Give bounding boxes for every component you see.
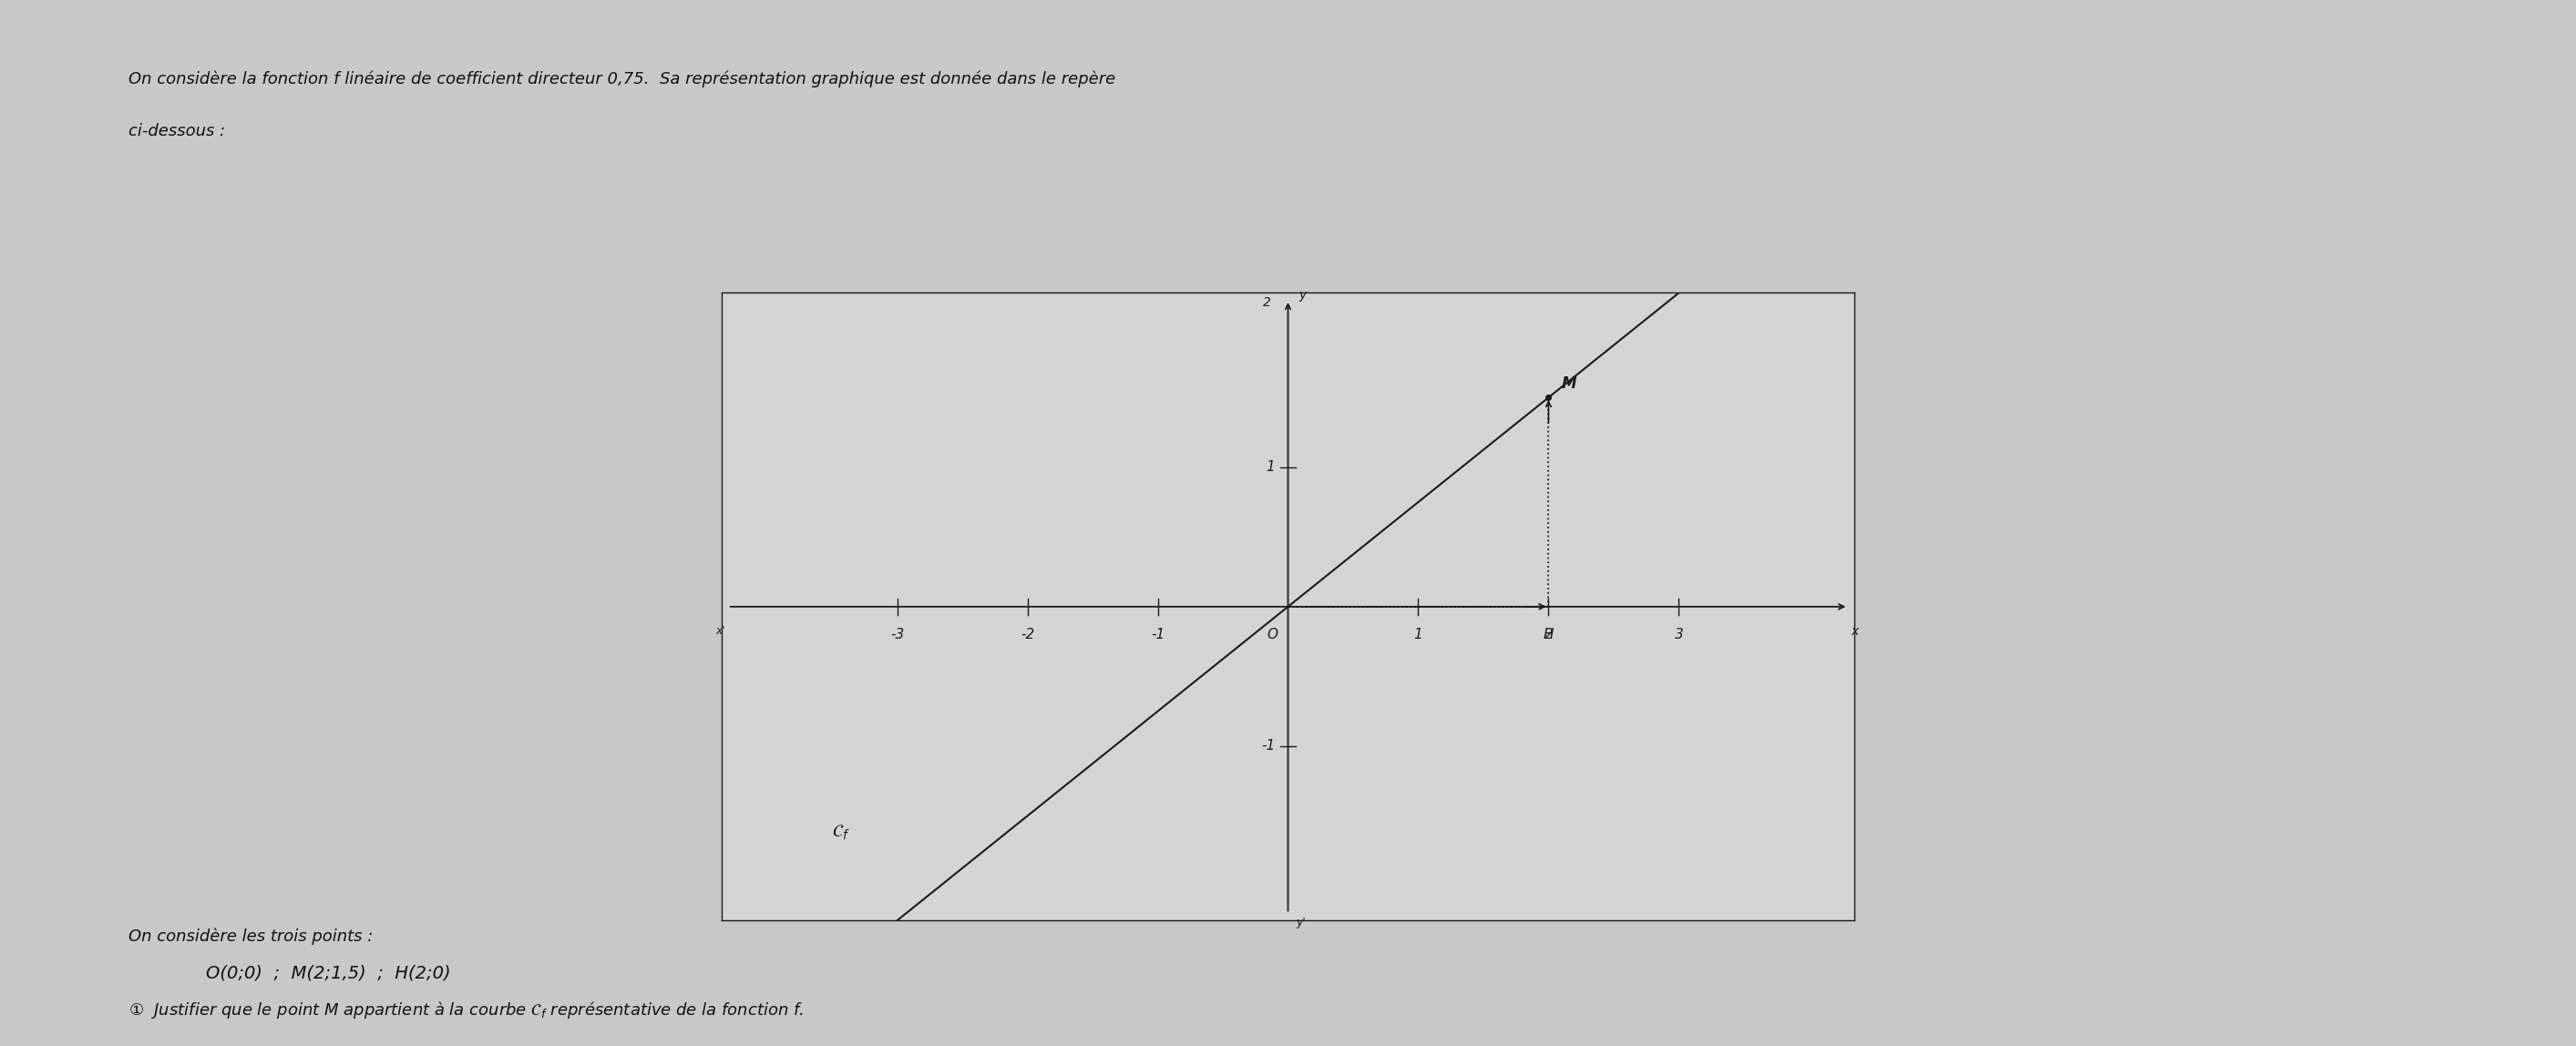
- Text: 1: 1: [1265, 460, 1275, 474]
- Text: M: M: [1561, 374, 1577, 391]
- Text: ①  Justifier que le point M appartient à la courbe $\mathcal{C}_f$ représentativ: ① Justifier que le point M appartient à …: [129, 999, 804, 1020]
- Text: $\mathcal{C}_f$: $\mathcal{C}_f$: [832, 823, 850, 842]
- Text: On considère la fonction f linéaire de coefficient directeur 0,75.  Sa représent: On considère la fonction f linéaire de c…: [129, 70, 1115, 87]
- Text: O(0;0)  ;  M(2;1,5)  ;  H(2;0): O(0;0) ; M(2;1,5) ; H(2;0): [206, 964, 451, 981]
- Text: H: H: [1543, 628, 1553, 641]
- Text: 3: 3: [1674, 628, 1682, 641]
- Text: 2: 2: [1543, 628, 1553, 641]
- Text: y: y: [1298, 289, 1306, 301]
- Text: 2: 2: [1262, 296, 1270, 309]
- Text: ci-dessous :: ci-dessous :: [129, 123, 227, 139]
- Text: O: O: [1267, 628, 1278, 641]
- Text: x: x: [1850, 624, 1857, 638]
- Text: y': y': [1296, 916, 1306, 928]
- Text: -3: -3: [891, 628, 904, 641]
- Text: -1: -1: [1151, 628, 1164, 641]
- Text: -2: -2: [1020, 628, 1036, 641]
- Text: 1: 1: [1414, 628, 1422, 641]
- Text: On considère les trois points :: On considère les trois points :: [129, 928, 374, 945]
- Text: -1: -1: [1262, 740, 1275, 753]
- Text: x': x': [716, 624, 726, 637]
